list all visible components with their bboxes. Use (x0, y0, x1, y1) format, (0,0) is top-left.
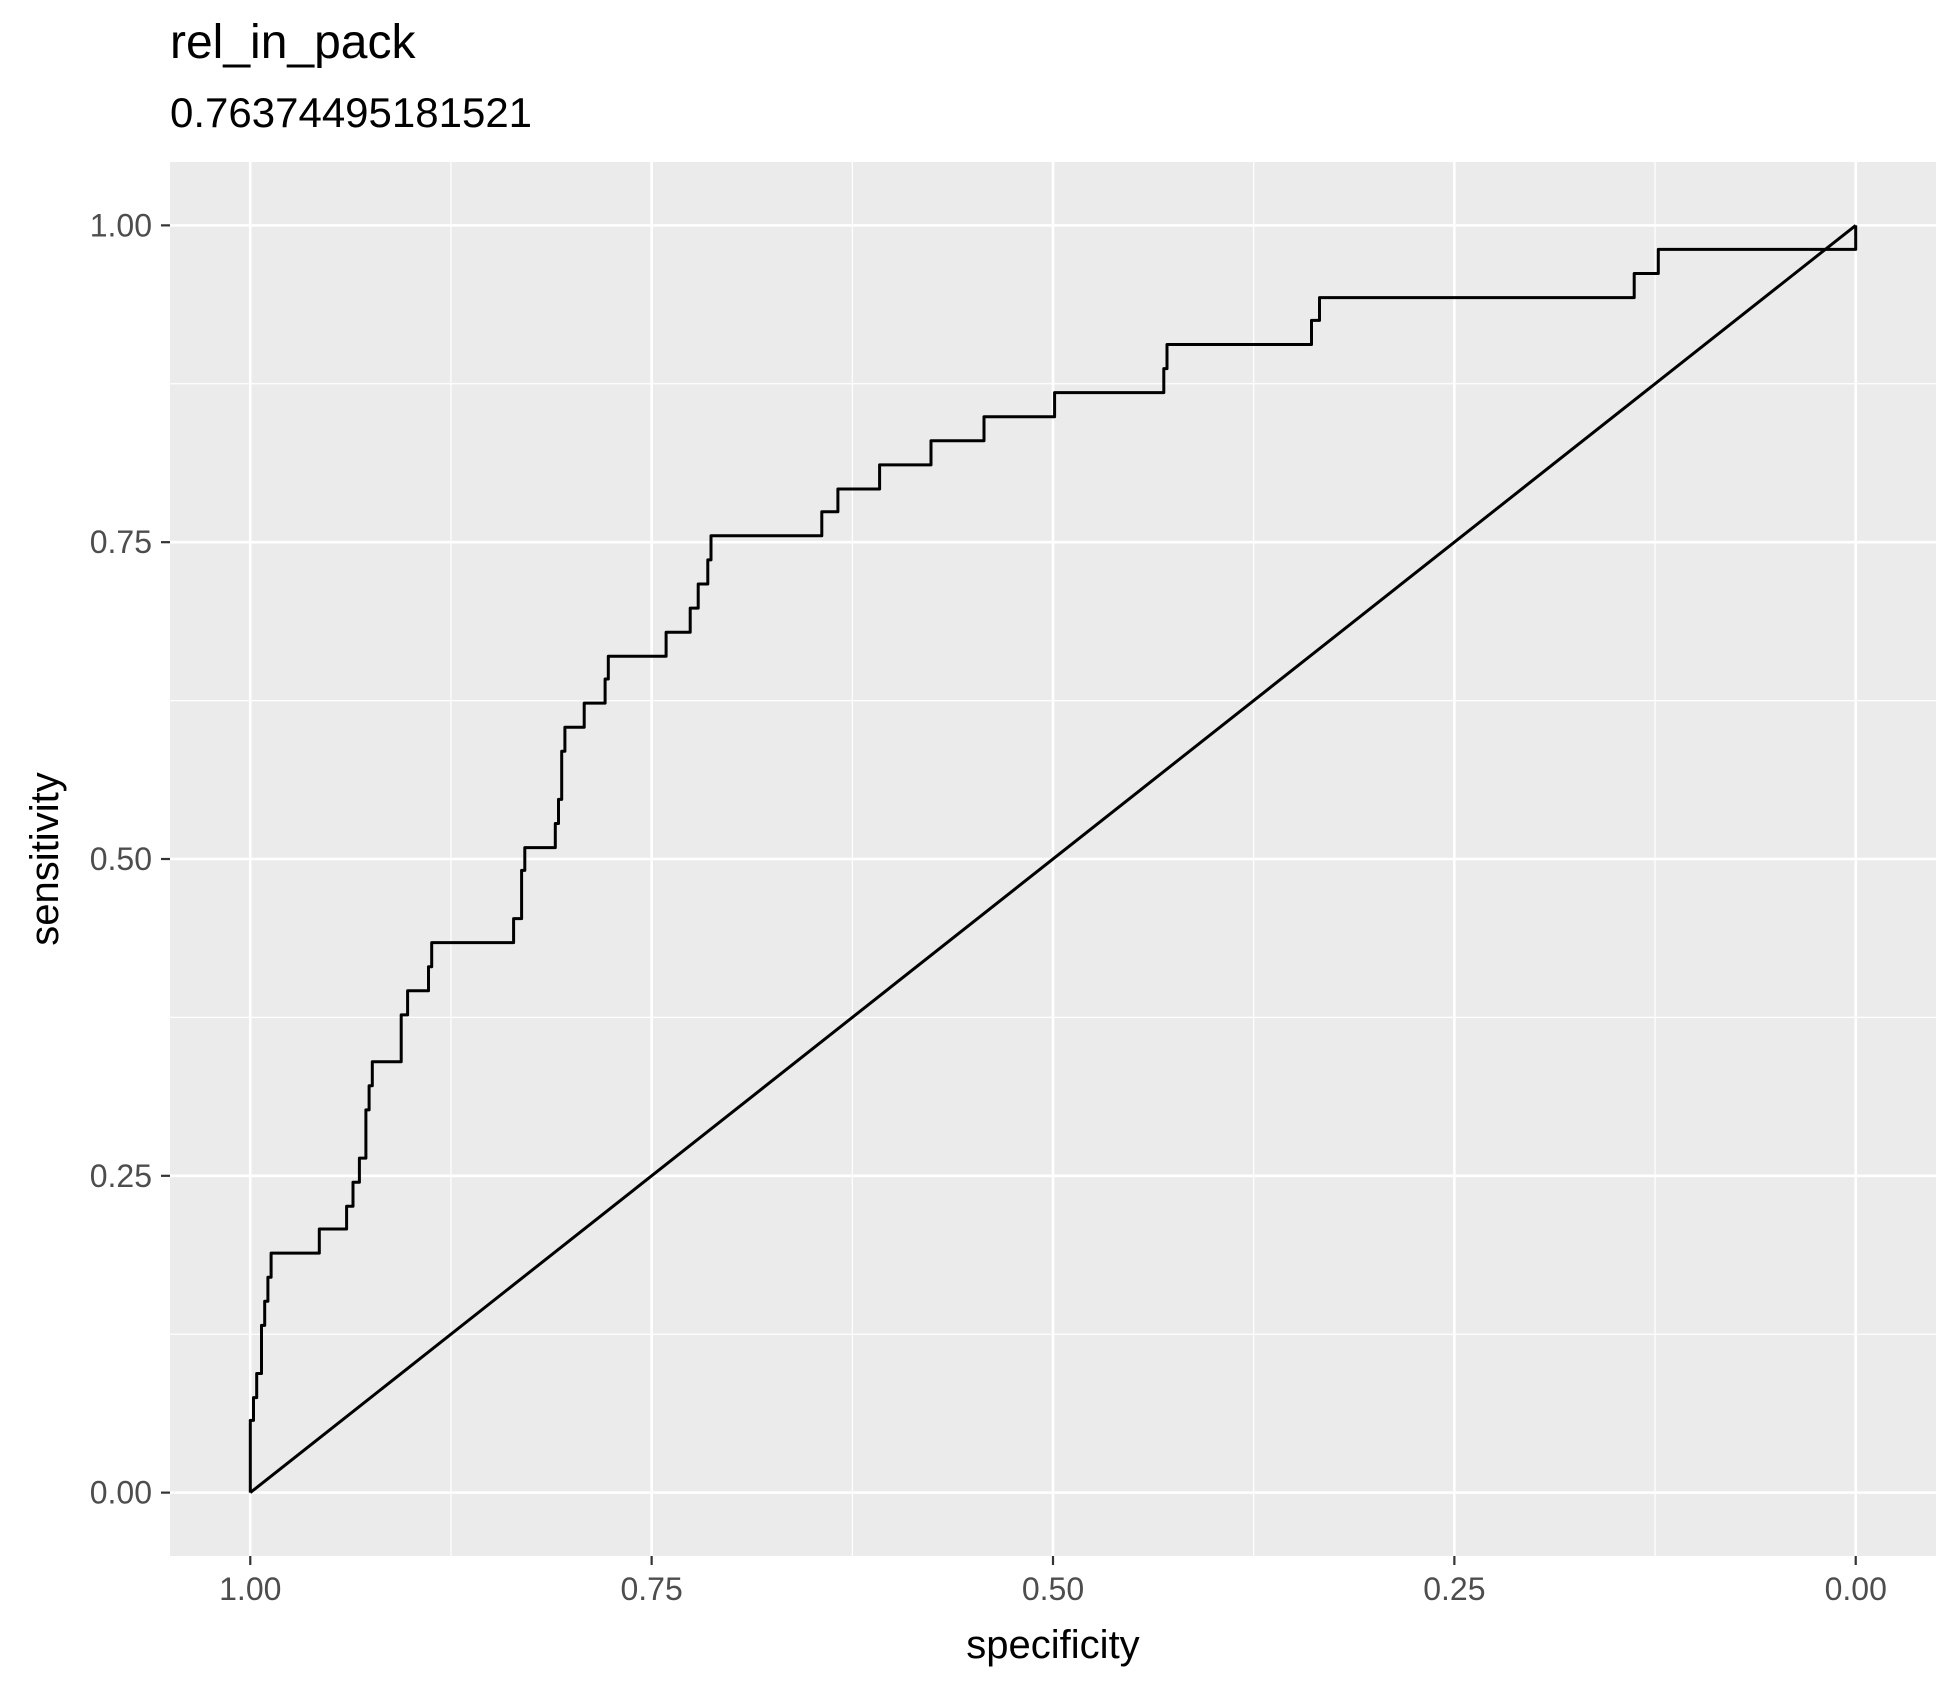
series-layer (248, 224, 1858, 1494)
roc-curve-line (248, 225, 1858, 1493)
chart-subtitle: 0.76374495181521 (170, 89, 533, 136)
y-axis-label: sensitivity (23, 772, 67, 945)
y-tick-label: 0.00 (90, 1475, 152, 1511)
y-tick-label: 0.50 (90, 841, 152, 877)
x-tick-label: 0.00 (1825, 1571, 1887, 1607)
x-tick-label: 1.00 (219, 1571, 281, 1607)
y-tick-label: 1.00 (90, 207, 152, 243)
axes: 1.00 0.75 0.50 0.25 0.00 0.00 0.25 0.50 0.75 1.00 (90, 207, 1887, 1607)
x-tick-label: 0.50 (1022, 1571, 1084, 1607)
chart-title: rel_in_pack (170, 16, 416, 69)
x-tick-label: 0.75 (620, 1571, 682, 1607)
y-tick-label: 0.75 (90, 524, 152, 560)
y-tick-label: 0.25 (90, 1158, 152, 1194)
x-tick-label: 0.25 (1423, 1571, 1485, 1607)
x-axis-label: specificity (966, 1623, 1139, 1667)
reference-diagonal-line (249, 224, 1857, 1494)
